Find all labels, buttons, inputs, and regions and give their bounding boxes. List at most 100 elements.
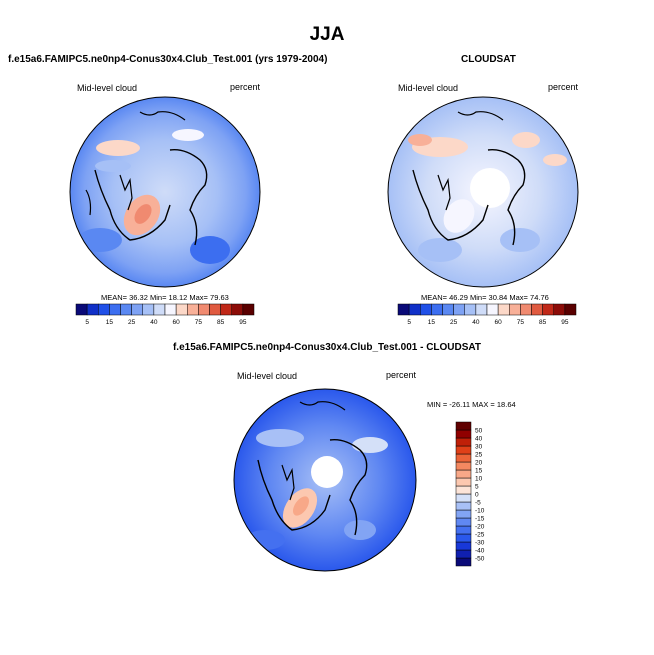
model-units-label: percent	[230, 82, 261, 92]
diff-colorbar-tick-label: 30	[475, 444, 483, 451]
diff-colorbar-tick-label: -15	[475, 516, 485, 523]
obs-colorbar-box	[486, 303, 499, 316]
obs-colorbar-box	[397, 303, 410, 316]
diff-colorbar-box	[455, 541, 472, 551]
model-variable-label: Mid-level cloud	[77, 83, 138, 93]
model-colorbar-tick-label: 5	[85, 319, 89, 326]
model-colorbar-box	[209, 303, 221, 316]
model-colorbar-box	[75, 303, 88, 316]
model-colorbar-box	[98, 303, 110, 316]
diff-colorbar-box	[455, 421, 472, 431]
diff-colorbar-tick-label: -40	[475, 548, 485, 555]
diff-colorbar-box	[455, 477, 472, 487]
diff-colorbar-box	[455, 453, 472, 463]
obs-colorbar-box	[453, 303, 465, 316]
obs-panel-title: CLOUDSAT	[461, 54, 516, 65]
diff-colorbar-box	[455, 493, 472, 503]
model-colorbar-box	[131, 303, 143, 316]
diff-variable-label: Mid-level cloud	[237, 371, 298, 381]
diff-colorbar-tick-label: 50	[475, 428, 483, 435]
diff-colorbar-box	[455, 517, 472, 527]
diff-colorbar-tick-label: 15	[475, 468, 483, 475]
diff-colorbar-box	[455, 501, 472, 511]
model-colorbar-tick-label: 15	[106, 319, 114, 326]
diff-colorbar-tick-label: -20	[475, 524, 485, 531]
model-colorbar-box	[242, 303, 255, 316]
diff-colorbar-box	[455, 429, 472, 439]
model-polar-map	[69, 96, 261, 288]
diff-colorbar-box	[455, 461, 472, 471]
obs-colorbar-box	[464, 303, 477, 316]
diff-panel-title: f.e15a6.FAMIPC5.ne0np4-Conus30x4.Club_Te…	[172, 342, 482, 353]
obs-colorbar-box	[564, 303, 577, 316]
diff-colorbar-tick-label: 0	[475, 492, 479, 499]
diff-colorbar-tick-label: -25	[475, 532, 485, 539]
model-colorbar-box	[153, 303, 166, 316]
diff-colorbar-tick-label: 40	[475, 436, 483, 443]
obs-colorbar-box	[531, 303, 543, 316]
obs-colorbar-tick-label: 25	[450, 319, 458, 326]
obs-colorbar-box	[442, 303, 454, 316]
diff-stats: MIN = -26.11 MAX = 18.64	[427, 400, 516, 409]
diff-polar-map	[233, 388, 417, 572]
obs-colorbar-box	[542, 303, 554, 316]
obs-colorbar-tick-label: 5	[407, 319, 411, 326]
model-colorbar-box	[220, 303, 232, 316]
diff-colorbar-tick-label: -50	[475, 556, 485, 563]
model-colorbar-box	[86, 303, 99, 316]
model-colorbar-box	[231, 303, 244, 316]
obs-colorbar-tick-label: 40	[472, 319, 480, 326]
obs-stats: MEAN= 46.29 Min= 30.84 Max= 74.76	[421, 293, 549, 302]
figure-title: JJA	[309, 24, 345, 45]
obs-colorbar-box	[431, 303, 443, 316]
model-colorbar-tick-label: 25	[128, 319, 136, 326]
obs-variable-label: Mid-level cloud	[398, 83, 459, 93]
diff-colorbar-tick-label: 25	[475, 452, 483, 459]
model-colorbar-tick-label: 95	[239, 319, 247, 326]
diff-colorbar-box	[455, 533, 472, 543]
obs-colorbar-box	[520, 303, 532, 316]
diff-colorbar-tick-label: -10	[475, 508, 485, 515]
diff-colorbar-box	[455, 485, 472, 495]
diff-colorbar-box	[455, 549, 472, 559]
diff-colorbar-tick-label: -5	[475, 500, 481, 507]
diff-colorbar-box	[455, 557, 472, 567]
model-panel-title: f.e15a6.FAMIPC5.ne0np4-Conus30x4.Club_Te…	[8, 54, 328, 65]
diff-colorbar-tick-label: 20	[475, 460, 483, 467]
obs-colorbar-box	[497, 303, 510, 316]
model-colorbar-tick-label: 60	[173, 319, 181, 326]
model-colorbar-box	[120, 303, 132, 316]
obs-colorbar-tick-label: 75	[517, 319, 525, 326]
model-colorbar-box	[187, 303, 199, 316]
diff-colorbar-box	[455, 509, 472, 519]
model-colorbar-tick-label: 40	[150, 319, 158, 326]
diff-colorbar-tick-label: 5	[475, 484, 479, 491]
model-colorbar: 5 15 25 40 60 75 85 95	[75, 303, 255, 326]
diff-colorbar-box	[455, 469, 472, 479]
obs-colorbar-box	[408, 303, 421, 316]
obs-colorbar-box	[509, 303, 521, 316]
obs-units-label: percent	[548, 82, 579, 92]
obs-colorbar-tick-label: 85	[539, 319, 547, 326]
obs-colorbar-box	[475, 303, 488, 316]
diff-colorbar-box	[455, 525, 472, 535]
model-colorbar-box	[164, 303, 177, 316]
model-colorbar-box	[198, 303, 210, 316]
diff-colorbar-box	[455, 445, 472, 455]
obs-colorbar-box	[420, 303, 432, 316]
obs-colorbar-tick-label: 60	[495, 319, 503, 326]
diff-colorbar-box	[455, 437, 472, 447]
model-colorbar-tick-label: 85	[217, 319, 225, 326]
diff-units-label: percent	[386, 370, 417, 380]
model-colorbar-box	[109, 303, 121, 316]
obs-polar-map	[387, 96, 579, 288]
obs-colorbar-tick-label: 15	[428, 319, 436, 326]
model-stats: MEAN= 36.32 Min= 18.12 Max= 79.63	[101, 293, 229, 302]
model-colorbar-box	[142, 303, 155, 316]
model-colorbar-box	[175, 303, 188, 316]
diff-colorbar-tick-label: 10	[475, 476, 483, 483]
obs-colorbar-box	[553, 303, 566, 316]
obs-colorbar: 5 15 25 40 60 75 85 95	[397, 303, 577, 326]
